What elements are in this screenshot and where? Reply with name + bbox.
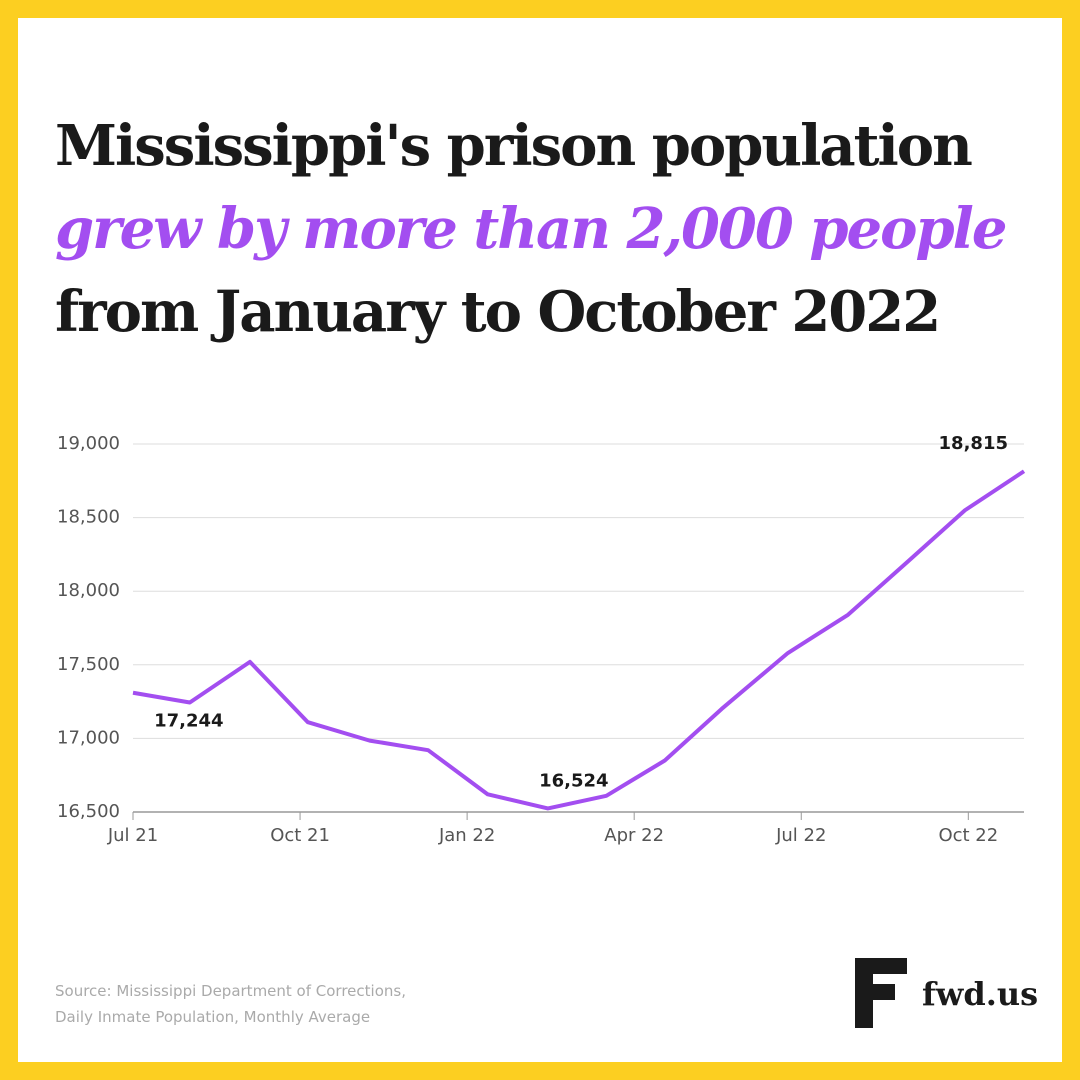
x-tick-label: Jul 22: [775, 825, 826, 846]
title-line: from January to October 2022: [55, 279, 939, 345]
title-line: Mississippi's prison population: [55, 113, 972, 179]
y-tick-label: 18,500: [57, 507, 120, 528]
x-tick-label: Apr 22: [604, 825, 664, 846]
x-tick-label: Jan 22: [438, 825, 495, 846]
y-tick-label: 18,000: [57, 580, 120, 601]
y-tick-label: 16,500: [57, 801, 120, 822]
data-label: 17,244: [154, 710, 223, 731]
source: Daily Inmate Population, Monthly Average: [55, 1008, 370, 1026]
x-tick-label: Oct 22: [938, 825, 998, 846]
y-tick-label: 17,500: [57, 654, 120, 675]
y-tick-label: 17,000: [57, 727, 120, 748]
logo-icon: [855, 958, 907, 1028]
card: [18, 18, 1062, 1062]
x-tick-label: Oct 21: [270, 825, 330, 846]
line: [132, 469, 1026, 811]
y-tick-label: 19,000: [57, 433, 120, 454]
data-label: 18,815: [939, 433, 1008, 454]
source: Source: Mississippi Department of Correc…: [55, 982, 406, 1000]
data-label: 16,524: [539, 770, 608, 791]
logo-text: fwd.us: [922, 975, 1038, 1013]
x-tick-label: Jul 21: [107, 825, 158, 846]
title-line: grew by more than 2,000 people: [55, 196, 1006, 262]
